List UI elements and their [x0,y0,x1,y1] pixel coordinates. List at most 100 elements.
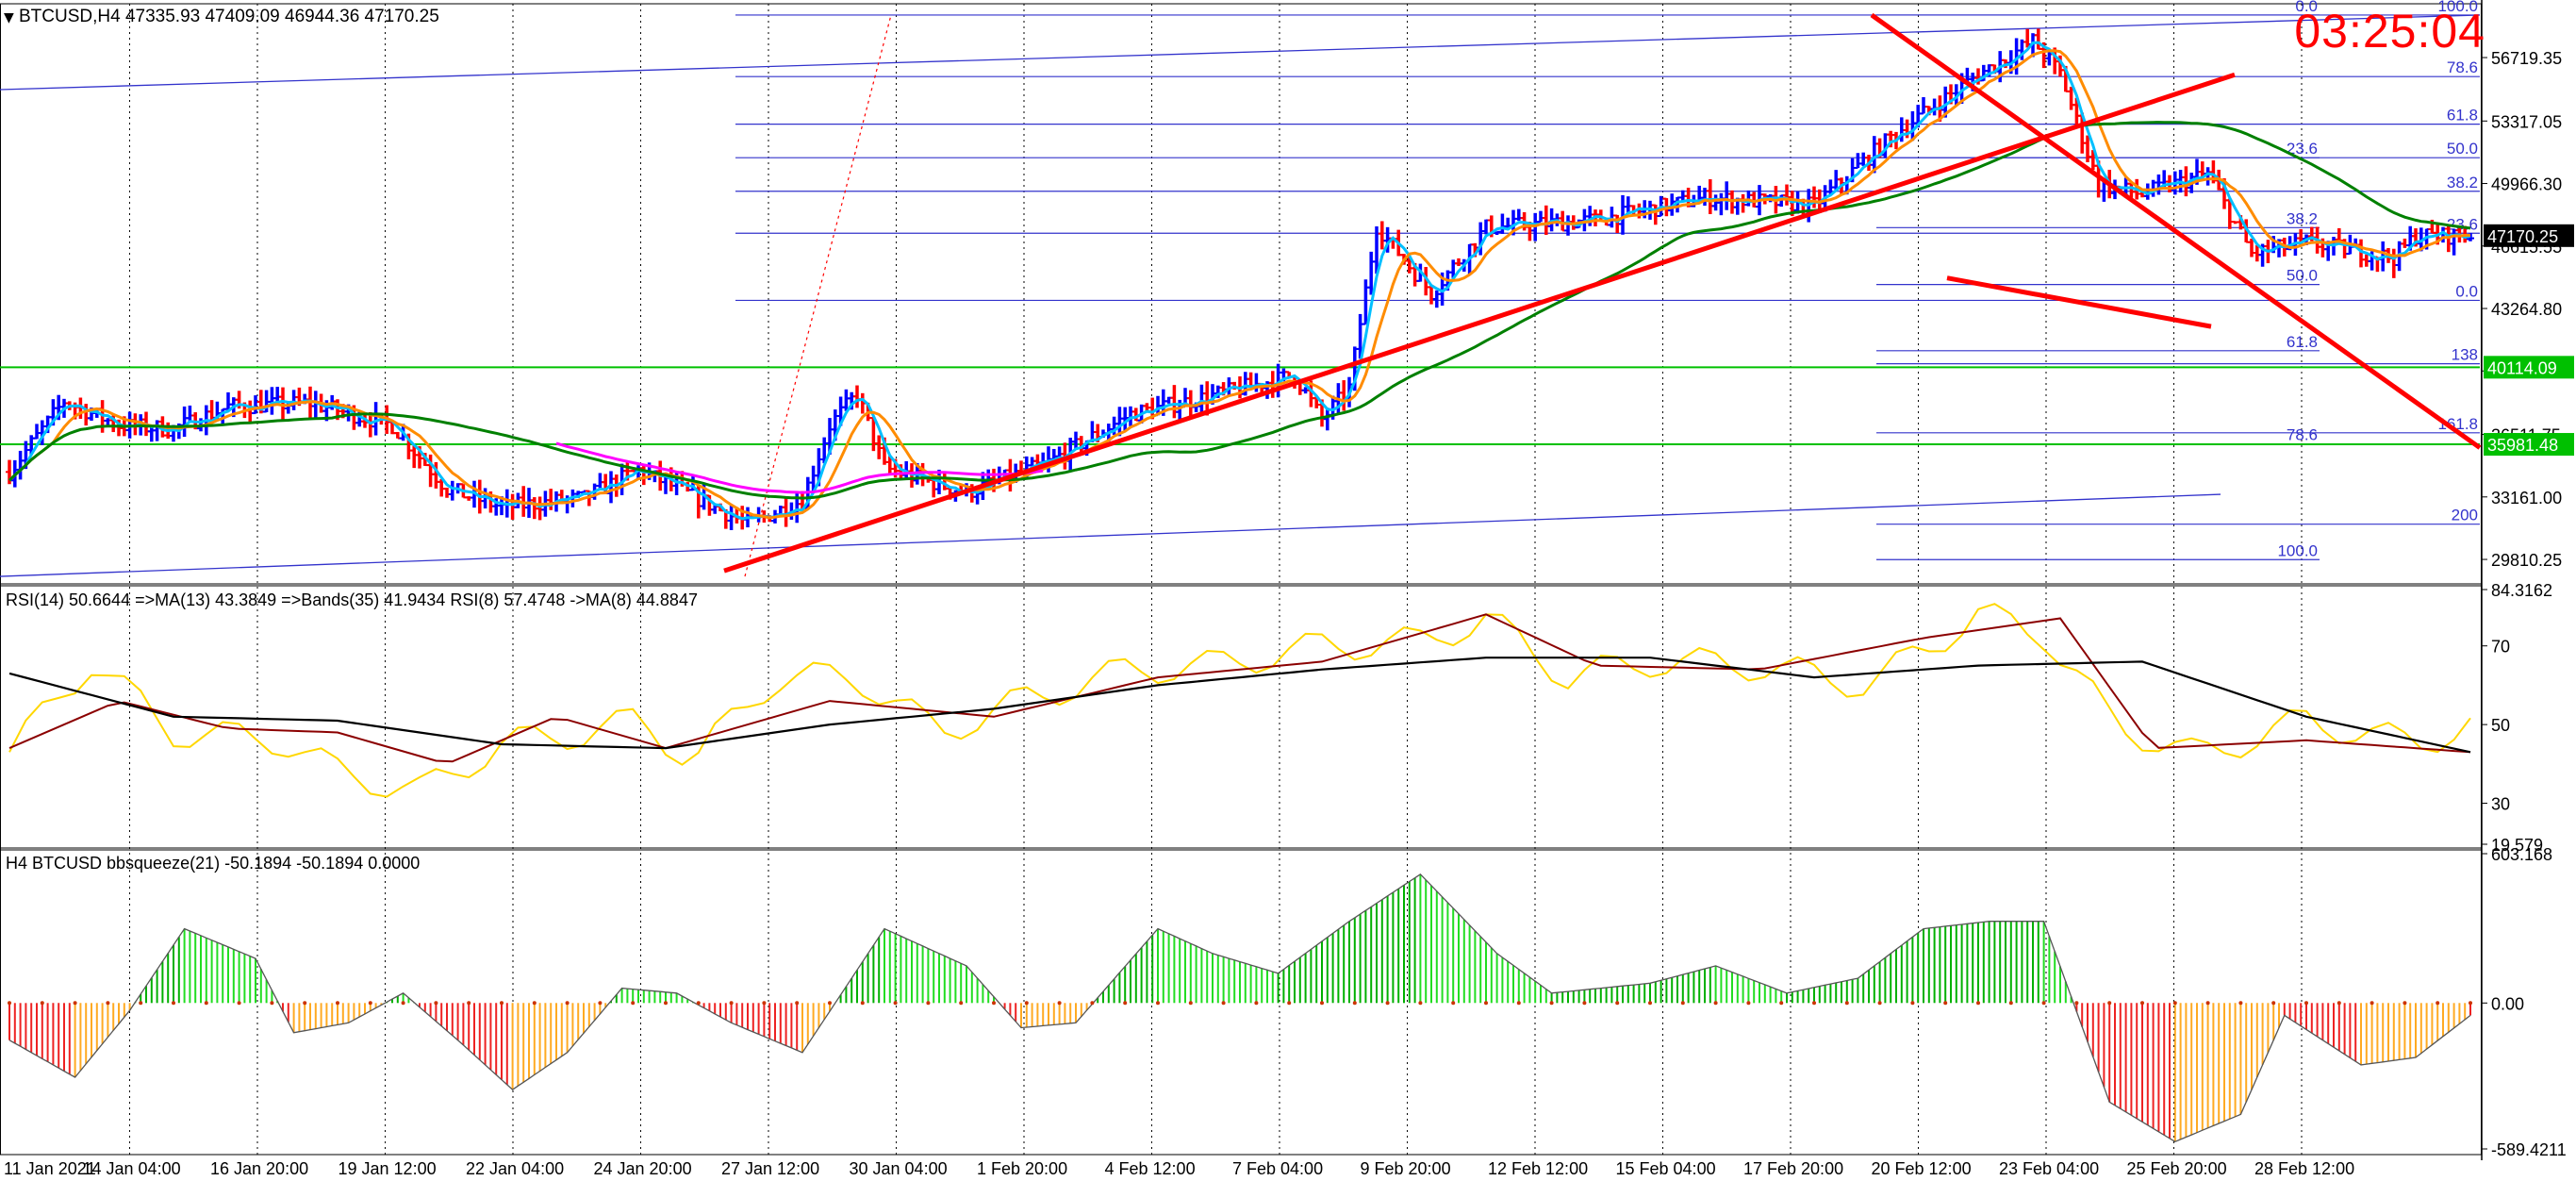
rsi-panel[interactable] [8,603,2471,798]
squeeze-y-tick-label: -589.4211 [2491,1140,2567,1159]
chart-header: BTCUSD,H4 47335.93 47409.09 46944.36 471… [19,7,439,26]
squeeze-y-tick-label: 0.00 [2491,994,2524,1013]
squeeze-dot [1648,1001,1652,1006]
x-tick-label: 7 Feb 04:00 [1232,1159,1323,1178]
squeeze-dot [1254,1001,1259,1006]
level-price-badge-text: 35981.48 [2487,436,2558,455]
ma-magenta-line [555,441,1044,494]
x-tick-label: 4 Feb 12:00 [1105,1159,1196,1178]
squeeze-outline [8,873,2471,1143]
squeeze-dot [1484,1001,1488,1006]
squeeze-dot [270,1001,274,1006]
ma-fast-line [8,41,2471,521]
squeeze-dot [1156,1001,1160,1006]
price-panel[interactable]: 100.078.661.850.038.223.60.00.023.638.25… [0,0,2482,577]
fib-extension-label: 200 [2452,507,2478,524]
x-tick-label: 1 Feb 20:00 [977,1159,1067,1178]
y-tick-label: 29810.25 [2491,551,2562,570]
bbsqueeze-panel[interactable] [8,873,2472,1143]
squeeze-dot [1287,1001,1292,1006]
bbsqueeze-title: H4 BTCUSD bbsqueeze(21) -50.1894 -50.189… [6,854,420,873]
fib-extension-label: 138 [2452,346,2478,364]
channel-upper-line [0,14,2481,91]
x-tick-label: 11 Jan 2021 [4,1159,96,1178]
x-tick-label: 22 Jan 04:00 [466,1159,564,1178]
y-tick-label: 56719.35 [2491,49,2562,68]
squeeze-dot [434,1001,438,1006]
channel-lower-line [0,493,2221,577]
fib-level-label: 23.6 [2287,140,2318,158]
y-tick-label: 33161.00 [2491,489,2562,507]
squeeze-dot [959,1001,964,1006]
x-tick-label: 16 Jan 20:00 [210,1159,308,1178]
squeeze-dot [696,1001,701,1006]
squeeze-dot [828,1001,832,1006]
rsi-y-tick-label: 84.3162 [2491,581,2552,600]
x-tick-label: 27 Jan 12:00 [721,1159,819,1178]
squeeze-dot [1123,1001,1128,1006]
fib-level-label: 61.8 [2287,333,2318,351]
rsi-y-tick-label: 19.579 [2491,836,2543,855]
squeeze-dot [1746,1001,1751,1006]
fib-extension-label: 161.8 [2437,415,2478,433]
x-tick-label: 25 Feb 20:00 [2127,1159,2227,1178]
fib-level-label: 50.0 [2287,267,2318,285]
x-tick-label: 14 Jan 04:00 [83,1159,181,1178]
squeeze-dot [1024,1001,1029,1006]
squeeze-dot [2271,1001,2276,1006]
squeeze-dot [1615,1001,1620,1006]
fib-level-label: 0.0 [2295,0,2318,15]
fib-level-label: 50.0 [2447,140,2478,158]
wedge-lower-line [1946,275,2212,329]
squeeze-dot [1516,1001,1521,1006]
squeeze-dot [1188,1001,1193,1006]
squeeze-dot [1418,1001,1423,1006]
squeeze-dot [336,1001,339,1006]
current-price-badge-text: 47170.25 [2487,227,2558,246]
squeeze-dot [2008,1001,2013,1006]
fib-level-label: 38.2 [2287,209,2318,227]
squeeze-dot [2469,1001,2472,1006]
dotted-trend-line [744,14,892,577]
squeeze-dot [992,1001,996,1006]
squeeze-dot [204,1001,208,1006]
fib-level-label: 100.0 [2277,541,2318,559]
fib-level-label: 61.8 [2447,107,2478,125]
x-tick-label: 30 Jan 04:00 [850,1159,948,1178]
y-tick-label: 53317.05 [2491,112,2562,131]
squeeze-dot [664,1001,668,1006]
squeeze-dot [1090,1001,1095,1006]
squeeze-dot [2403,1001,2407,1006]
squeeze-dot [303,1001,307,1006]
squeeze-dot [893,1001,898,1006]
squeeze-dot [1877,1001,1882,1006]
squeeze-dot [467,1001,471,1006]
squeeze-dot [1844,1001,1849,1006]
rsi-series-line [8,657,2471,754]
rsi-series-line [8,613,2471,763]
squeeze-dot [1320,1001,1324,1006]
squeeze-dot [795,1001,800,1006]
squeeze-dot [1385,1001,1390,1006]
squeeze-dot [1680,1001,1685,1006]
uptrend-support-line [723,72,2236,574]
squeeze-dot [1582,1001,1587,1006]
squeeze-dot [2041,1001,2046,1006]
current-price-badge [2484,224,2574,247]
squeeze-dot [1779,1001,1784,1006]
squeeze-dot [8,1001,11,1006]
price-axis: 56719.3553317.0549966.3046615.5543264.80… [2482,49,2574,1159]
y-tick-label: 49966.30 [2491,175,2562,194]
ma-mid-line [8,49,2471,520]
squeeze-dot [1713,1001,1718,1006]
squeeze-dot [73,1001,77,1006]
squeeze-dot [729,1001,734,1006]
x-tick-label: 9 Feb 20:00 [1361,1159,1451,1178]
squeeze-dot [401,1001,405,1006]
squeeze-dot [2370,1001,2374,1006]
squeeze-dot [237,1001,241,1006]
x-tick-label: 15 Feb 04:00 [1616,1159,1716,1178]
squeeze-y-tick-label: 603.168 [2491,845,2552,864]
